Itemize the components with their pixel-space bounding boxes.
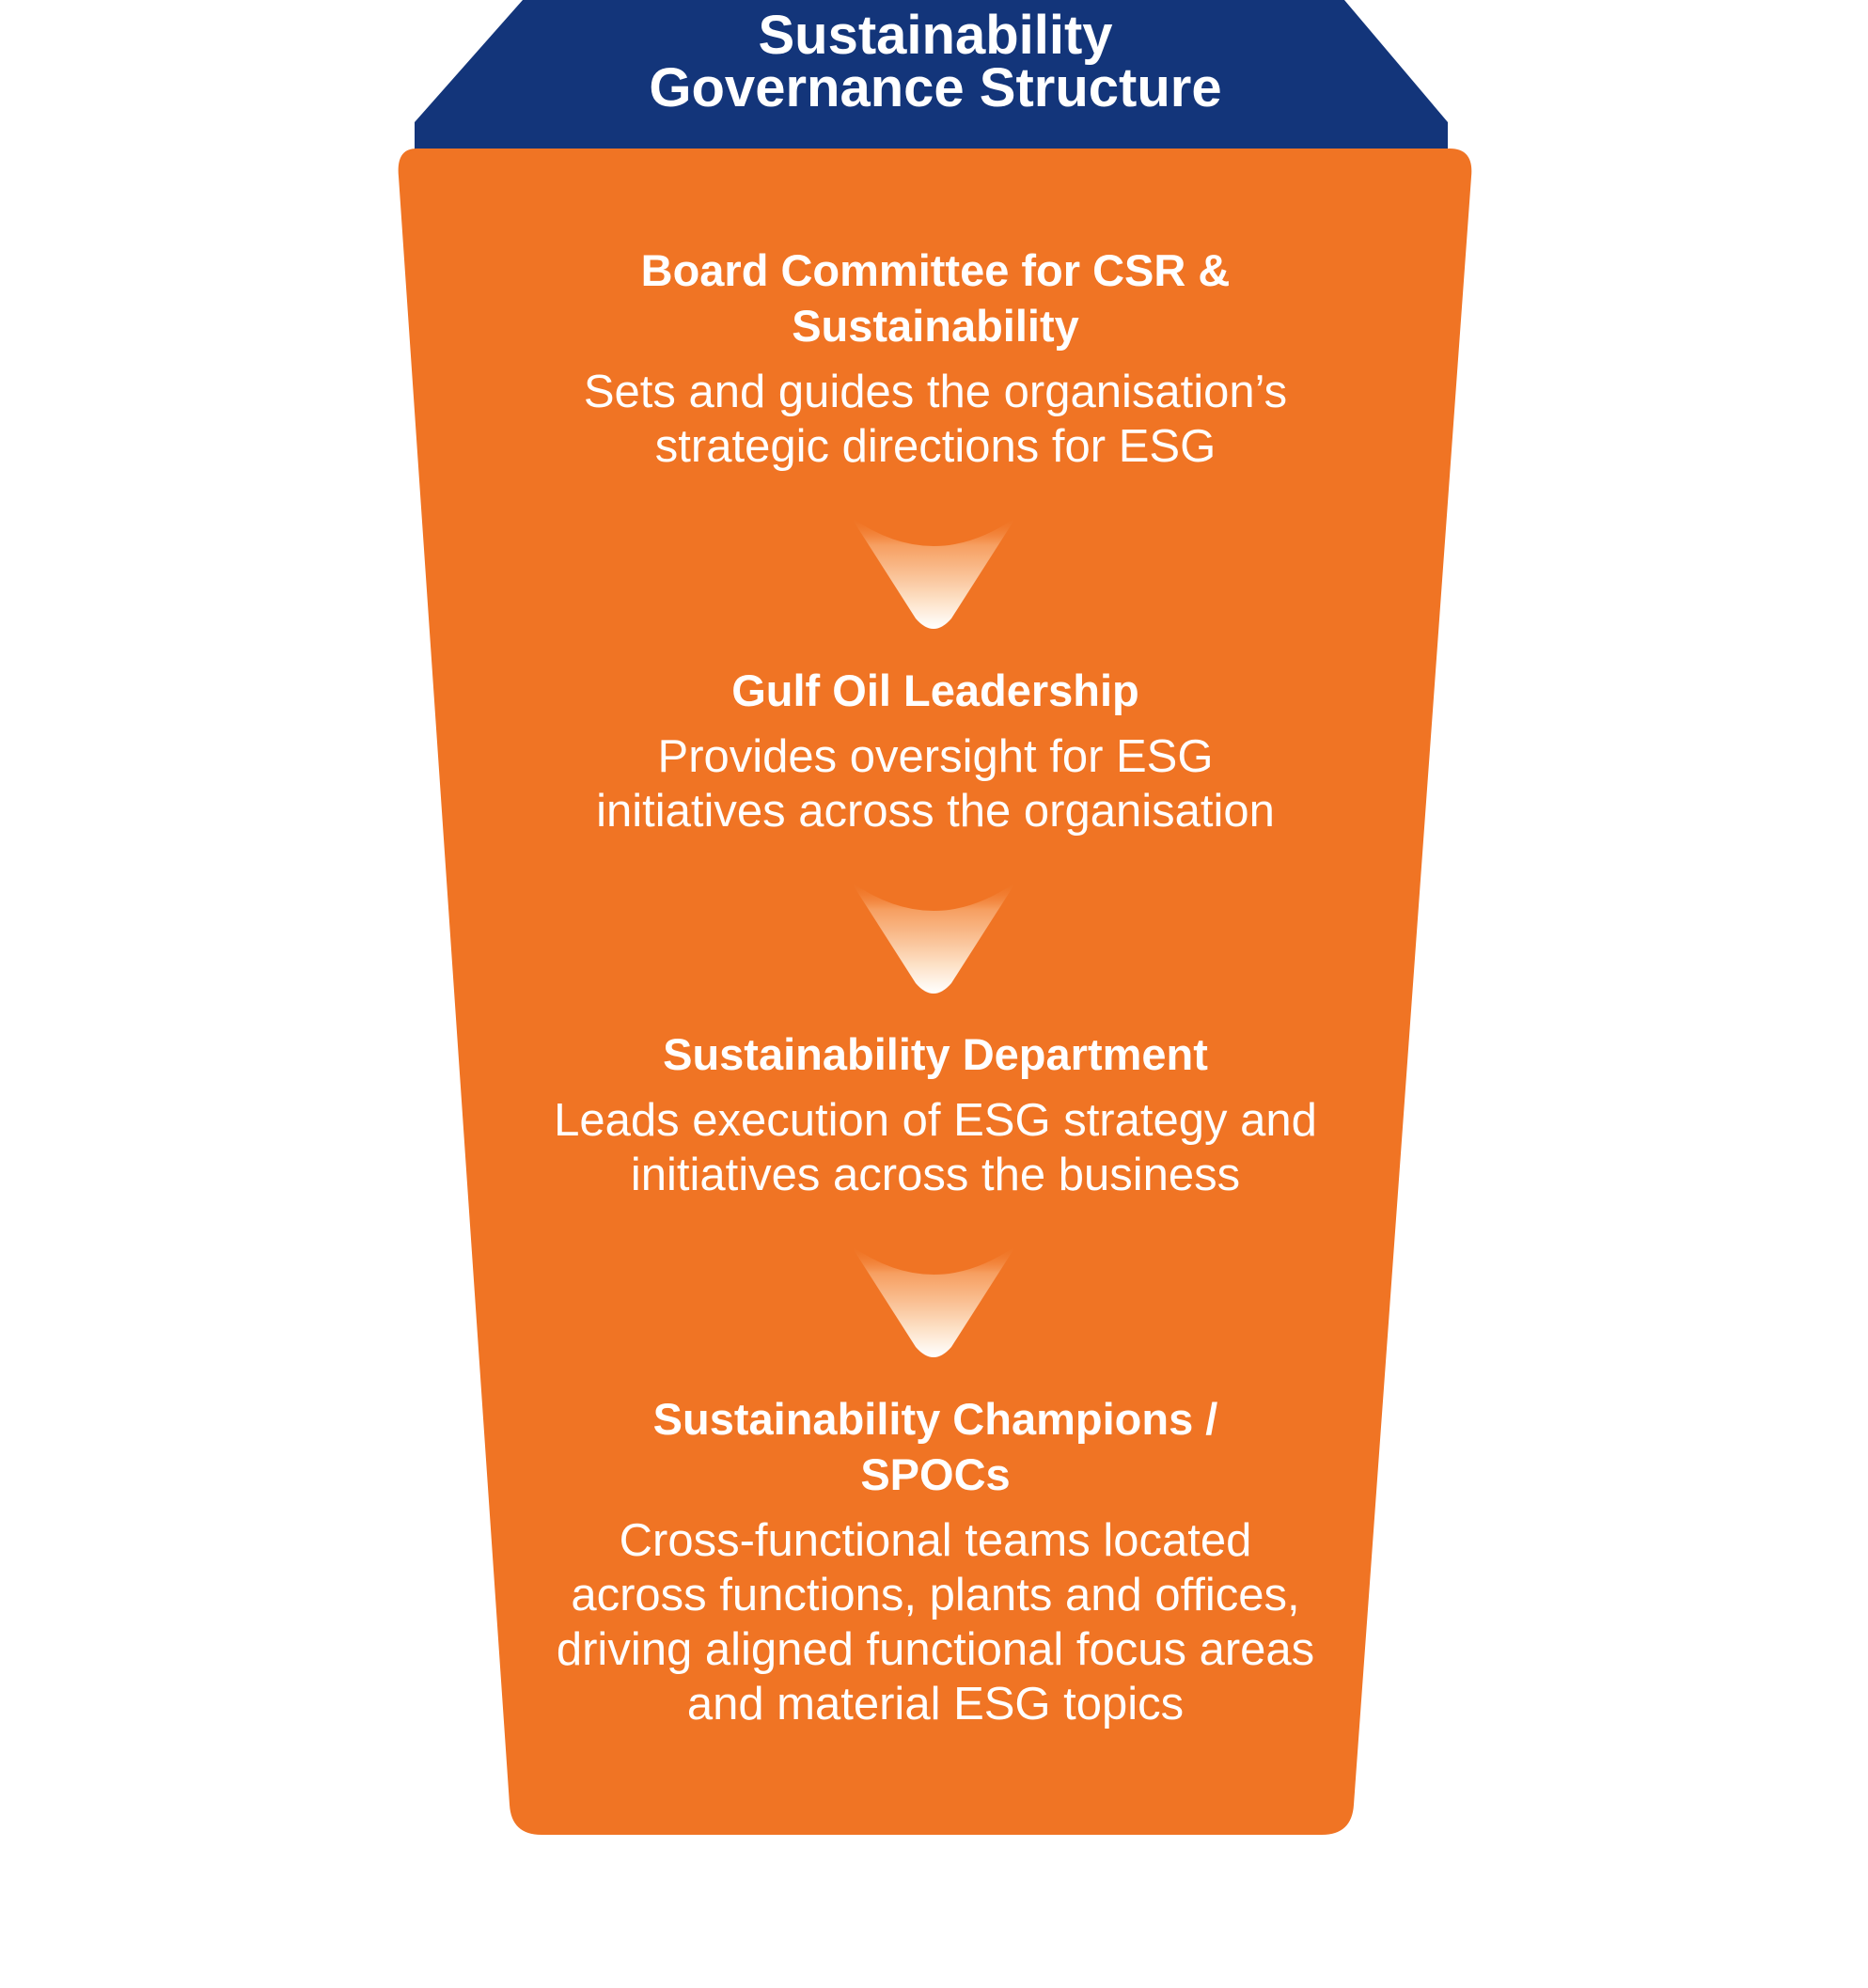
level-description-line: initiatives across the business [630,1150,1241,1200]
level-title: Sustainability Department [508,1026,1363,1082]
level-description: Sets and guides the organisation’s strat… [508,365,1363,474]
level-title-line: Sustainability Champions / [652,1394,1218,1444]
level-description-line: Sets and guides the organisation’s [583,367,1288,417]
diagram-title: Sustainability Governance Structure [442,5,1429,118]
level-title-line: Board Committee for CSR & [640,245,1231,295]
level-description: Provides oversight for ESG initiatives a… [508,729,1363,838]
level-description-line: initiatives across the organisation [596,786,1275,837]
level-description-line: Cross-functional teams located [619,1515,1252,1566]
diagram-title-line: Sustainability [758,5,1113,66]
level-description-line: Provides oversight for ESG [657,731,1214,782]
diagram-title-line: Governance Structure [649,57,1222,118]
header-banner [415,0,1448,155]
level-title-line: Gulf Oil Leadership [731,665,1139,715]
level-title-line: Sustainability Department [663,1029,1208,1079]
level-title: Board Committee for CSR & Sustainability [508,243,1363,353]
level-description-line: across functions, plants and offices, [571,1570,1300,1620]
level-title: Sustainability Champions / SPOCs [508,1391,1363,1502]
down-arrow-icon [851,517,1016,629]
level-description-line: driving aligned functional focus areas [556,1624,1315,1675]
level-title: Gulf Oil Leadership [508,663,1363,718]
down-arrow-icon [851,882,1016,994]
level-description: Cross-functional teams located across fu… [508,1513,1363,1731]
level-description: Leads execution of ESG strategy and init… [508,1093,1363,1202]
level-title-line: Sustainability [792,301,1079,351]
level-description-line: and material ESG topics [686,1679,1185,1730]
level-gulf-oil-leadership: Gulf Oil Leadership Provides oversight f… [508,663,1363,838]
level-description-line: strategic directions for ESG [654,421,1217,472]
down-arrow-icon [851,1245,1016,1357]
level-description-line: Leads execution of ESG strategy and [554,1095,1317,1146]
level-board-committee: Board Committee for CSR & Sustainability… [508,243,1363,474]
level-title-line: SPOCs [860,1449,1011,1499]
level-sustainability-champions: Sustainability Champions / SPOCs Cross-f… [508,1391,1363,1731]
level-sustainability-department: Sustainability Department Leads executio… [508,1026,1363,1202]
